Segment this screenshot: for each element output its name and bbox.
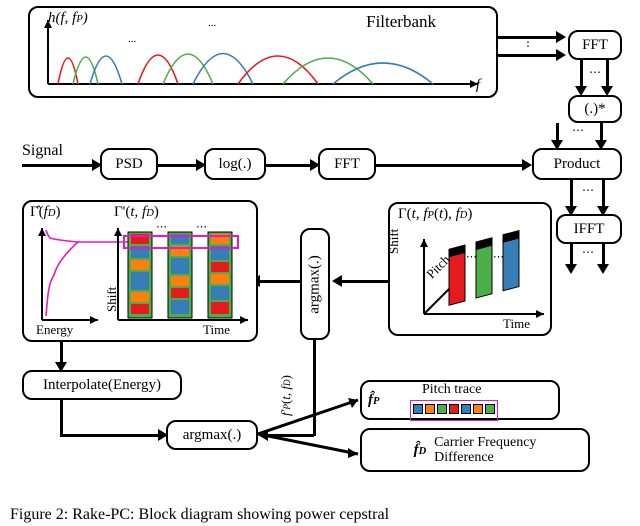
log-label: log(.) [219, 156, 252, 173]
gamma-prime-label: Γ'(t, fD) [114, 204, 159, 221]
svg-text:...: ... [208, 17, 217, 29]
arrow-prod-ifft-1 [570, 180, 573, 208]
psd-block: PSD [100, 148, 158, 180]
arrow-argmax-2d [258, 280, 300, 283]
arrow-fft-conj-2 [606, 60, 609, 88]
arrowhead-i3d1 [565, 264, 577, 274]
dots-ifft-in: ⋯ [582, 188, 594, 192]
arrowhead-3 [575, 86, 587, 96]
gamma2d-energy: Energy [36, 322, 73, 338]
arrow-ifft-3d-2 [602, 244, 605, 266]
arrow-fft-conj-1 [580, 60, 583, 88]
arrow-interp-h [60, 434, 160, 437]
svg-text:...: ... [128, 33, 137, 45]
ifft-block: IFFT [556, 214, 622, 244]
gamma2d-time: Time [203, 322, 230, 338]
arrow-3d-argmax [340, 280, 388, 283]
pitch-trace-block: f̂P Pitch trace [360, 380, 560, 420]
filterbank-panel: h(f, fP) Filterbank f ... ... [28, 6, 498, 98]
arrowhead-3dargmx [332, 275, 342, 287]
conj-label: (.)* [584, 101, 605, 118]
fd-hat-label: f̂D [414, 442, 427, 459]
log-block: log(.) [204, 148, 266, 180]
svg-text:⋯: ⋯ [196, 221, 207, 233]
gamma3d-shift: Shift [386, 229, 402, 254]
arrowhead-cp2 [595, 140, 607, 150]
product-label: Product [554, 156, 601, 173]
carrier-diff-block: f̂D Carrier FrequencyDifference [360, 428, 590, 472]
dots-conj-in: ⋯ [589, 70, 601, 74]
gamma2d-svg: ⋯ ⋯ [28, 220, 254, 338]
pitch-trace-squares [410, 400, 498, 421]
arrow-log-fft [266, 164, 312, 167]
figure-caption: Figure 2: Rake-PC: Block diagram showing… [10, 506, 630, 524]
dots-fft-in: ⋮ [522, 40, 534, 44]
fft-mid-block: FFT [318, 148, 376, 180]
arrow-psd-log [158, 164, 198, 167]
arrowhead-4 [601, 86, 613, 96]
dots-3d-in: ⋯ [582, 250, 594, 254]
arrow-filterbank-fft-2 [498, 54, 558, 57]
product-block: Product [532, 148, 622, 180]
gamma-hat-label: Γ̂(fD) [30, 204, 60, 221]
arrowhead-fft2 [522, 159, 532, 171]
arrowhead-2 [556, 49, 566, 61]
gamma2d-shift: Shift [104, 287, 120, 312]
arrowhead-i3d2 [597, 264, 609, 274]
svg-text:⋯: ⋯ [156, 221, 167, 233]
signal-label: Signal [22, 142, 63, 160]
argmax1-label: argmax(.) [307, 255, 324, 313]
fft-mid-label: FFT [334, 156, 360, 173]
svg-text:⋯: ⋯ [466, 251, 477, 263]
fft-top-label: FFT [582, 37, 608, 54]
fp-hat-label: f̂P [368, 392, 379, 409]
arrowhead-1 [556, 31, 566, 43]
interpolate-block: Interpolate(Energy) [22, 370, 182, 400]
arrow-prod-ifft-2 [602, 180, 605, 208]
arrowhead-pi2 [597, 206, 609, 216]
gamma-2d-panel: Γ̂(fD) Γ'(t, fD) [22, 200, 258, 342]
argmax2-label: argmax(.) [183, 427, 241, 444]
gamma-3d-panel: Γ(t, fP(t), fD) ⋯ ⋯ Shift Pitch Time [388, 202, 552, 336]
ifft-label: IFFT [574, 221, 605, 238]
filterbank-axes: ... ... [38, 12, 488, 94]
arrow-fft-product [376, 164, 524, 167]
arrow-signal [22, 164, 94, 167]
arrow-ifft-3d-1 [570, 244, 573, 266]
arrow-interp-down [60, 400, 63, 436]
gamma3d-time: Time [503, 316, 530, 332]
argmax1-block: argmax(.) [300, 228, 330, 340]
arrow-2d-interp [60, 342, 63, 364]
carrier-text: Carrier FrequencyDifference [434, 435, 536, 466]
psd-label: PSD [115, 156, 143, 173]
arrowhead-cp1 [551, 140, 563, 150]
gamma3d-title: Γ(t, fP(t), fD) [398, 206, 472, 223]
dots-prod-in: ⋯ [572, 128, 584, 132]
interpolate-label: Interpolate(Energy) [43, 377, 161, 394]
arrowhead-pi1 [565, 206, 577, 216]
argmax2-block: argmax(.) [166, 420, 258, 450]
svg-text:⋯: ⋯ [493, 251, 504, 263]
pitch-trace-text: Pitch trace [422, 382, 481, 398]
conj-block: (.)* [568, 95, 622, 123]
fft-top-block: FFT [568, 30, 622, 60]
